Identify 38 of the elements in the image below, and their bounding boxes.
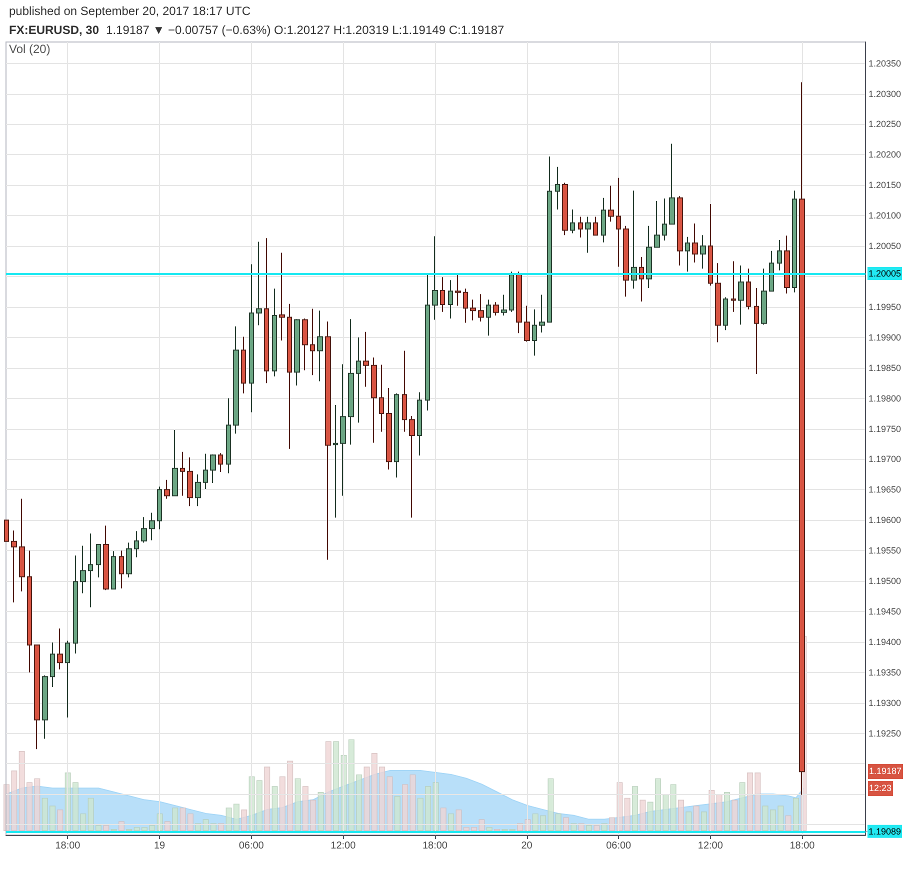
y-tick-label: 1.19250 xyxy=(868,728,902,738)
x-tick-label: 12:00 xyxy=(330,840,356,852)
y-tick-label: 1.20300 xyxy=(868,88,902,99)
text: 12:23 xyxy=(868,781,893,796)
y-tick-label: 1.19950 xyxy=(868,302,902,312)
y-tick-label: 1.19900 xyxy=(868,332,902,342)
text: published on September 20, 2017 18:17 UTC xyxy=(9,4,250,18)
chart-title: FX:EURUSD, 30 xyxy=(9,23,100,37)
y-tick-label: 1.20150 xyxy=(868,180,902,190)
y-tick-label: 1.19600 xyxy=(868,515,902,526)
x-tick-label: 06:00 xyxy=(238,840,264,852)
y-tick-label: 1.20050 xyxy=(868,241,902,252)
x-tick-label: 12:00 xyxy=(698,840,724,852)
annotation: 1.19187 xyxy=(868,764,903,780)
y-tick-label: 1.20250 xyxy=(868,119,902,130)
y-tick-label: 1.19700 xyxy=(868,454,902,464)
y-tick-label: 1.19750 xyxy=(868,424,902,434)
chart-subtitle: 1.19187 ▼ −0.00757 (−0.63%) O:1.20127 H:1.20319 L:1.19149 C:1.19187 xyxy=(106,23,504,37)
y-tick-label: 1.19300 xyxy=(868,698,902,708)
y-tick-label: 1.19850 xyxy=(868,362,902,373)
y-tick-label: 1.19450 xyxy=(868,606,902,616)
x-tick-label: 06:00 xyxy=(606,840,632,852)
x-tick-label: 18:00 xyxy=(422,840,448,852)
y-tick-label: 1.19650 xyxy=(868,484,902,495)
y-tick-label: 1.19800 xyxy=(868,393,902,404)
x-tick-label: 18:00 xyxy=(790,840,816,852)
y-tick-label: 1.19350 xyxy=(868,667,902,678)
y-tick-label: 1.20350 xyxy=(868,58,902,68)
y-tick-label: 1.20200 xyxy=(868,150,902,160)
y-tick-label: 1.20100 xyxy=(868,210,902,221)
y-tick-label: 1.19550 xyxy=(868,546,902,556)
ref-line-label: 1.19089 xyxy=(868,826,902,836)
y-tick-label: 1.19500 xyxy=(868,576,902,586)
ref-line-label: 1.20005 xyxy=(868,268,902,278)
x-tick-label: 20 xyxy=(521,840,533,852)
x-tick-label: 18:00 xyxy=(55,840,81,852)
y-tick-label: 1.19400 xyxy=(868,636,902,647)
x-tick-label: 19 xyxy=(154,840,166,852)
